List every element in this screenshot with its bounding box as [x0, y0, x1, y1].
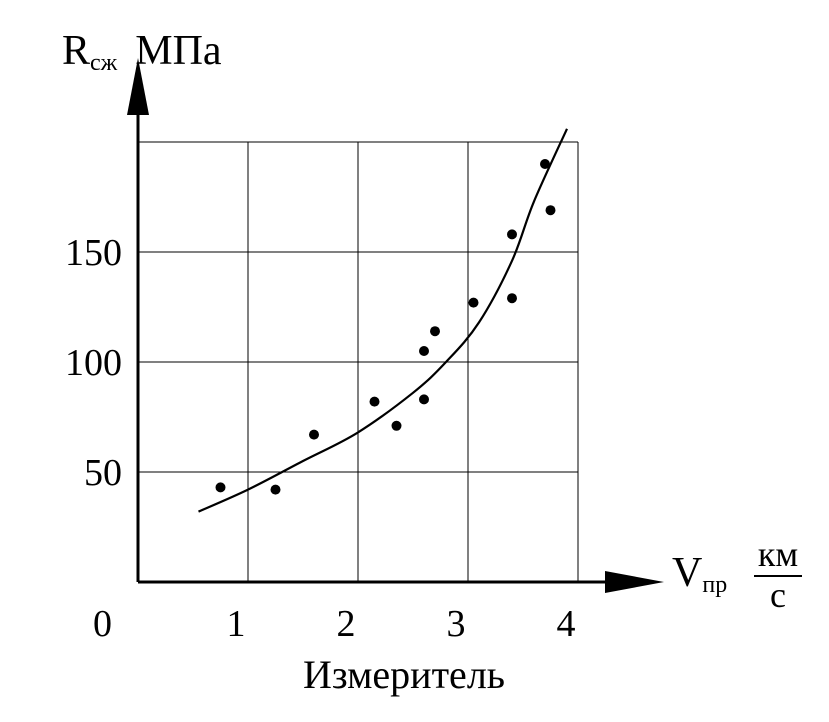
x-axis-arrow	[605, 571, 664, 593]
x-axis-subscript: пр	[702, 572, 727, 598]
y-tick-label: 100	[65, 342, 122, 384]
x-axis-symbol: V	[672, 550, 702, 596]
y-axis-unit: МПа	[135, 28, 222, 74]
axes	[127, 58, 664, 593]
data-point	[540, 159, 550, 169]
y-tick-labels: 50 100 150	[65, 232, 122, 494]
y-tick-label: 150	[65, 232, 122, 274]
data-point	[391, 420, 402, 431]
data-point	[507, 293, 517, 304]
x-tick-label: 2	[337, 603, 356, 645]
origin-label: 0	[93, 603, 112, 645]
x-axis-title: Измеритель	[303, 652, 505, 697]
y-axis-subscript: сж	[90, 50, 118, 76]
x-axis-symbol-label: Vпр	[672, 550, 727, 598]
data-point	[369, 396, 380, 407]
data-point	[545, 205, 556, 216]
grid	[138, 141, 579, 582]
x-tick-label: 1	[227, 603, 246, 645]
data-point	[507, 229, 517, 240]
data-points	[215, 159, 556, 495]
data-point	[270, 484, 281, 495]
y-axis-label: Rсж МПа	[62, 28, 222, 76]
data-point	[430, 326, 440, 337]
y-axis-symbol: R	[62, 28, 90, 74]
data-point	[309, 429, 319, 440]
data-point	[468, 297, 479, 308]
x-axis-unit-numerator: км	[758, 534, 798, 574]
trend-line	[198, 128, 569, 513]
data-point	[215, 482, 226, 493]
data-point	[419, 346, 429, 356]
y-tick-label: 50	[84, 452, 122, 494]
x-tick-labels: 1 2 3 4	[227, 603, 576, 645]
x-axis-unit-denominator: с	[770, 575, 786, 615]
data-point	[419, 394, 429, 405]
x-tick-label: 4	[557, 603, 576, 645]
y-axis-arrow	[127, 58, 149, 115]
x-tick-label: 3	[447, 603, 466, 645]
